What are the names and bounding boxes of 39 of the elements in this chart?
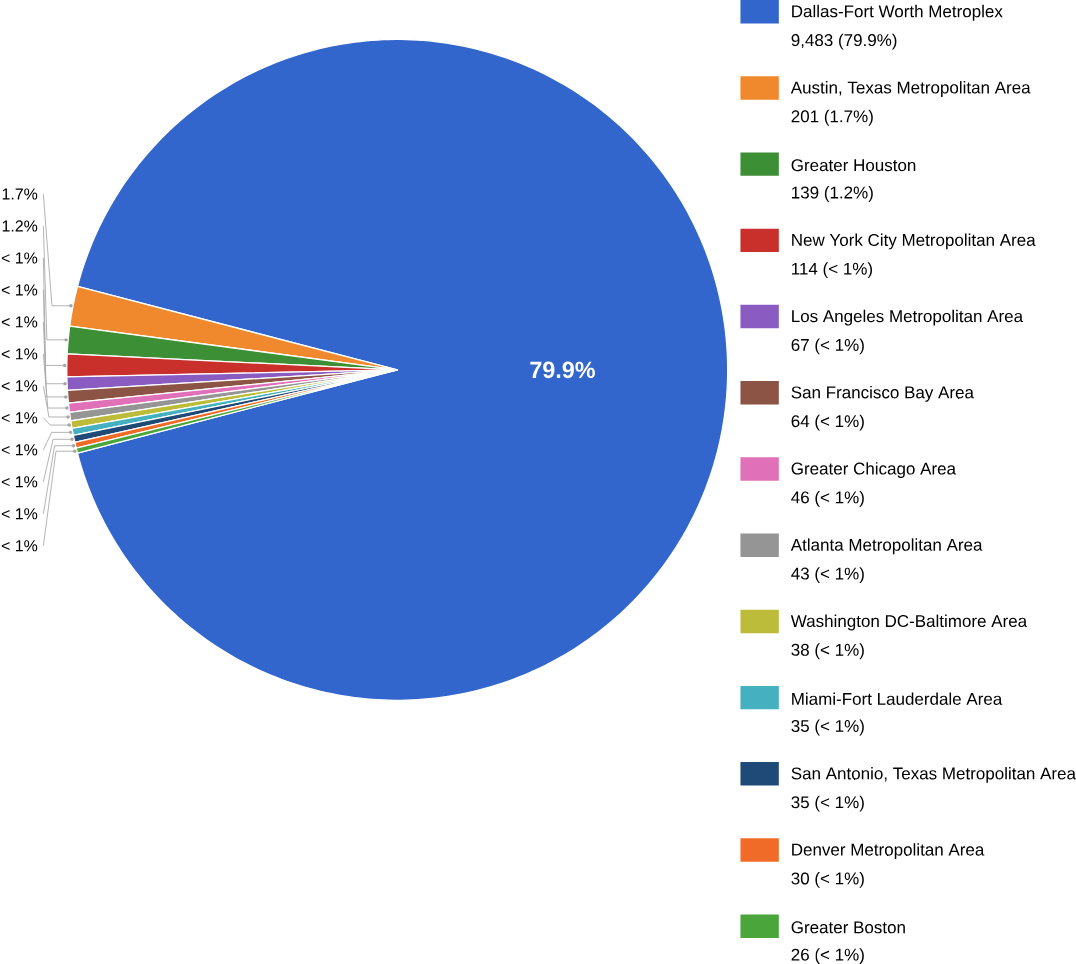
text: < 1% [1, 380, 38, 392]
data-label: 38 (< 1%) [791, 643, 864, 660]
legend-label: Denver Metropolitan Area [792, 843, 985, 860]
text: 79.9% [530, 361, 595, 379]
data-label: 43 (< 1%) [791, 567, 864, 583]
data-label: 114 (< 1%) [792, 262, 873, 279]
text: < 1% [1, 540, 38, 552]
data-label: 35 (< 1%) [791, 795, 864, 812]
text: < 1% [1, 284, 38, 296]
data-label: 201 (1.7%) [791, 109, 873, 126]
legend-label: Greater Houston [791, 159, 916, 172]
data-label: 64 (< 1%) [791, 414, 864, 431]
text: 1.7% [2, 188, 38, 200]
data-label: 67 (< 1%) [791, 338, 864, 355]
legend-label: San Antonio, Texas Metropolitan Area [791, 766, 1076, 783]
data-label: 35 (< 1%) [791, 719, 864, 736]
text: < 1% [1, 252, 38, 264]
data-label: 26 (< 1%) [791, 948, 864, 964]
data-label: 46 (< 1%) [791, 490, 864, 507]
legend-label: Miami-Fort Lauderdale Area [792, 692, 1003, 705]
legend-label: Greater Chicago Area [791, 462, 956, 478]
data-label: 9,483 (79.9%) [791, 33, 897, 50]
text: 1.2% [2, 220, 38, 232]
legend-label: Austin, Texas Metropolitan Area [790, 81, 1031, 97]
data-label: 139 (1.2%) [792, 186, 873, 202]
legend-label: Greater Boston [791, 921, 905, 934]
legend-label: New York City Metropolitan Area [792, 233, 1036, 250]
legend-label: Los Angeles Metropolitan Area [792, 309, 1024, 326]
legend-label: Washington DC-Baltimore Area [790, 614, 1028, 631]
legend-label: San Francisco Bay Area [791, 385, 974, 402]
text: < 1% [1, 508, 38, 520]
text: < 1% [1, 412, 38, 424]
text: < 1% [1, 476, 38, 488]
legend-label: Dallas-Fort Worth Metroplex [792, 4, 1003, 21]
legend-label: Atlanta Metropolitan Area [790, 538, 983, 555]
text: < 1% [1, 316, 38, 328]
text: < 1% [1, 348, 38, 360]
data-label: 30 (< 1%) [791, 871, 864, 888]
text: < 1% [1, 444, 38, 456]
